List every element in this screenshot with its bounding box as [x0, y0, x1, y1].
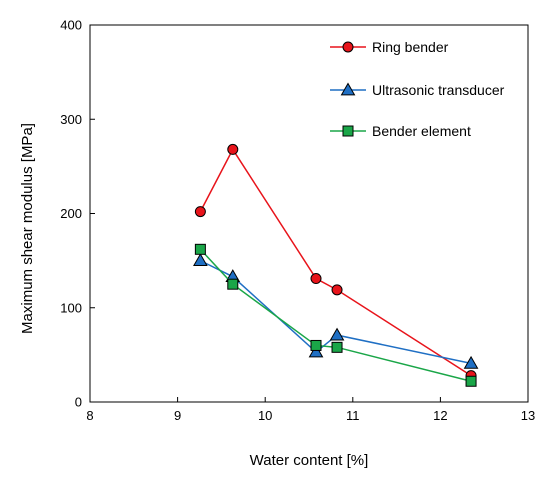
y-axis-label: Maximum shear modulus [MPa]	[19, 123, 36, 334]
y-tick-label: 300	[60, 112, 82, 127]
series-line	[199, 248, 472, 382]
legend: Ring bender Ultrasonic transducer Bender e…	[330, 39, 505, 139]
data-point-triangle	[463, 355, 479, 369]
x-tick-label: 8	[86, 408, 93, 423]
series-bender-element	[194, 243, 477, 387]
data-point-triangle	[329, 327, 345, 341]
data-point-square	[465, 375, 477, 387]
x-tick-label: 9	[174, 408, 181, 423]
data-point-square	[342, 125, 354, 137]
x-tick-label: 12	[433, 408, 447, 423]
data-point-circle	[310, 273, 322, 285]
y-tick-label: 100	[60, 300, 82, 315]
series-ultrasonic-transducer	[193, 253, 479, 369]
legend-label: Bender element	[372, 123, 471, 139]
data-point-circle	[331, 284, 343, 296]
y-tick-label: 400	[60, 18, 82, 33]
x-tick-label: 11	[346, 408, 360, 423]
data-point-circle	[194, 206, 206, 218]
legend-label: Ring bender	[372, 39, 449, 55]
y-tick-label: 200	[60, 206, 82, 221]
data-point-square	[194, 243, 206, 255]
data-point-circle	[227, 143, 239, 155]
legend-entry: Bender element	[330, 123, 471, 139]
legend-entry: Ultrasonic transducer	[330, 82, 505, 98]
x-axis-label: Water content [%]	[250, 452, 369, 469]
data-point-circle	[342, 41, 354, 53]
data-point-triangle	[340, 82, 356, 96]
series-line	[199, 147, 472, 377]
legend-label: Ultrasonic transducer	[372, 82, 505, 98]
x-tick-label: 13	[521, 408, 535, 423]
legend-entry: Ring bender	[330, 39, 449, 55]
data-point-square	[331, 341, 343, 353]
axis-ticks: 8 9 10 11 12 13 0 100 200 300 400	[60, 18, 535, 424]
data-point-triangle	[193, 253, 208, 266]
data-point-square	[310, 339, 322, 351]
x-tick-label: 10	[258, 408, 272, 423]
series-layer	[193, 143, 479, 387]
data-point-square	[227, 278, 239, 290]
data-point-triangle	[308, 344, 324, 358]
y-tick-label: 0	[75, 395, 82, 410]
